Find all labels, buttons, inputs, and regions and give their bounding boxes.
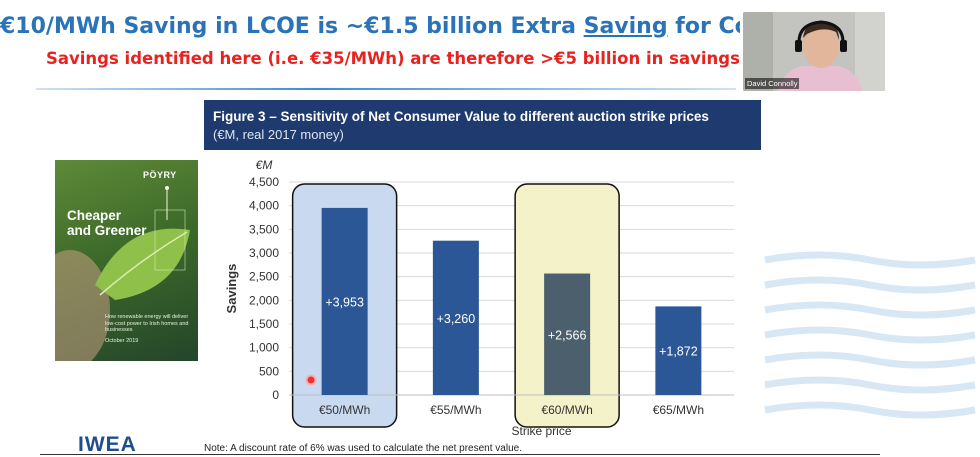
bar bbox=[544, 273, 591, 395]
pointer-dot bbox=[305, 374, 317, 386]
y-tick-label: 1,500 bbox=[249, 317, 279, 331]
bar-value-label: +3,260 bbox=[437, 312, 476, 326]
x-tick-label: €65/MWh bbox=[653, 403, 704, 417]
slide-title: €10/MWh Saving in LCOE is ~€1.5 billion … bbox=[0, 14, 740, 39]
y-tick-label: 2,000 bbox=[249, 293, 279, 307]
report-brand: PÖYRY bbox=[143, 170, 177, 180]
y-tick-label: 0 bbox=[272, 388, 279, 402]
bar bbox=[321, 207, 368, 395]
bar-value-label: +1,872 bbox=[659, 345, 698, 359]
y-tick-label: 3,000 bbox=[249, 246, 279, 260]
leaf-illustration bbox=[55, 186, 190, 361]
y-tick-label: 500 bbox=[259, 364, 279, 378]
y-tick-label: 2,500 bbox=[249, 270, 279, 284]
title-underlined-word: Saving bbox=[583, 14, 668, 39]
bottom-divider bbox=[40, 454, 880, 455]
y-tick-label: 4,000 bbox=[249, 199, 279, 213]
bar bbox=[432, 240, 479, 395]
savings-bar-chart: 0 500 1,000 1,500 2,000 2,500 3,000 3,500 4,000 4… bbox=[224, 158, 734, 438]
y-tick-label: 4,500 bbox=[249, 175, 279, 189]
y-tick-label: 3,500 bbox=[249, 222, 279, 236]
bar-value-label: +2,566 bbox=[548, 328, 587, 342]
x-tick-label: €50/MWh bbox=[319, 403, 370, 417]
title-divider bbox=[36, 88, 736, 90]
report-title: Cheaper and Greener bbox=[67, 208, 147, 238]
participant-name: David Connolly bbox=[745, 78, 800, 89]
x-axis-title: Strike price bbox=[511, 424, 571, 438]
discount-rate-note: Note: A discount rate of 6% was used to … bbox=[204, 443, 522, 454]
figure-title: Figure 3 – Sensitivity of Net Consumer V… bbox=[213, 109, 709, 124]
iwea-logo: IWEA bbox=[78, 433, 137, 456]
participant-video[interactable]: David Connolly bbox=[743, 12, 885, 91]
x-tick-label: €60/MWh bbox=[541, 403, 592, 417]
figure-subtitle: (€M, real 2017 money) bbox=[213, 127, 344, 142]
report-blurb: How renewable energy will deliver low-co… bbox=[105, 314, 189, 333]
y-tick-label: 1,000 bbox=[249, 341, 279, 355]
report-cover-image: PÖYRY Cheaper and Greener How renewable … bbox=[55, 160, 198, 361]
y-unit-label: €M bbox=[256, 158, 273, 172]
y-axis-title: Savings bbox=[224, 264, 239, 314]
figure-header: Figure 3 – Sensitivity of Net Consumer V… bbox=[204, 100, 761, 150]
decorative-waves bbox=[764, 251, 976, 419]
report-date: October 2019 bbox=[105, 338, 139, 344]
bar-value-label: +3,953 bbox=[325, 295, 364, 309]
bar bbox=[655, 306, 702, 395]
x-tick-label: €55/MWh bbox=[430, 403, 481, 417]
slide-subtitle: Savings identified here (i.e. €35/MWh) a… bbox=[46, 49, 742, 68]
